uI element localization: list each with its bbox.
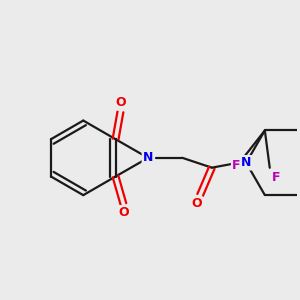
Text: O: O bbox=[115, 96, 126, 110]
Text: O: O bbox=[192, 197, 203, 211]
Text: N: N bbox=[143, 152, 153, 164]
Text: F: F bbox=[272, 171, 281, 184]
Text: N: N bbox=[241, 156, 251, 169]
Text: F: F bbox=[232, 159, 241, 172]
Text: O: O bbox=[118, 206, 129, 219]
